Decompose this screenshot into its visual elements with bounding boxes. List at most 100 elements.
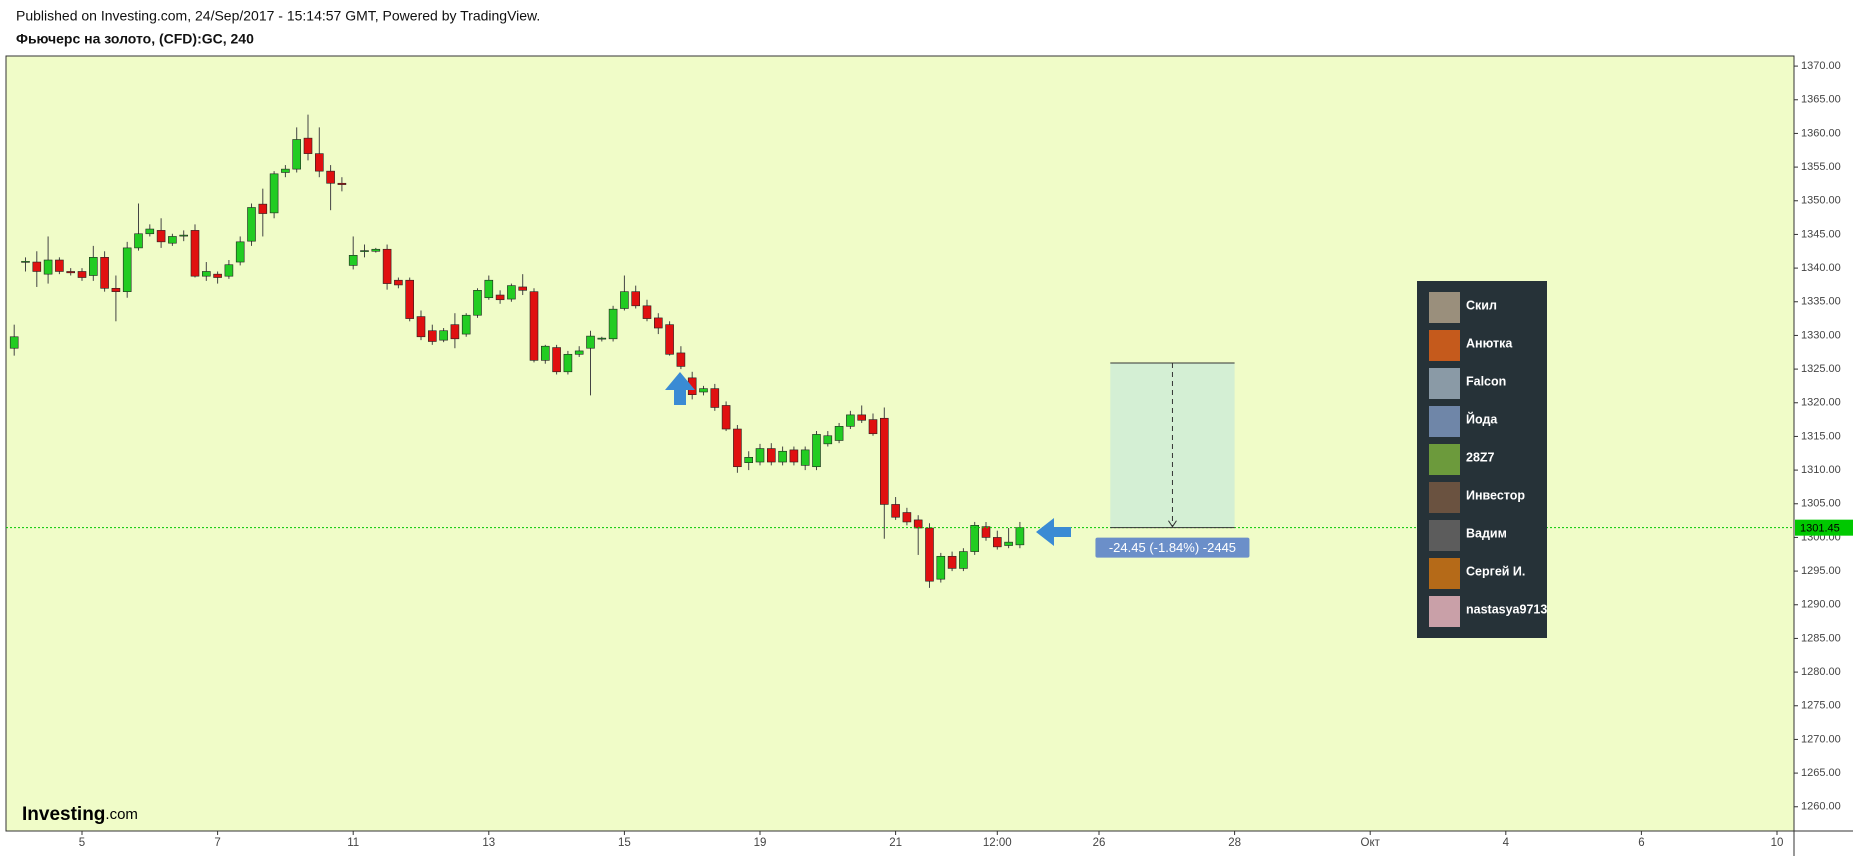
x-tick-label: 15 bbox=[618, 837, 631, 849]
last-price-box bbox=[1795, 519, 1853, 536]
viewer-name: Йода bbox=[1466, 411, 1498, 426]
candle-body bbox=[55, 259, 64, 272]
candle-body bbox=[891, 504, 900, 518]
candle-body bbox=[439, 330, 448, 341]
watermark-brand: Investing bbox=[22, 804, 105, 825]
candle-body bbox=[1004, 541, 1013, 546]
instrument-title: Фьючерс на золото, (CFD):GC, 240 bbox=[16, 31, 254, 47]
candle-body bbox=[800, 449, 810, 466]
y-tick-label: 1350.00 bbox=[1801, 195, 1841, 207]
candle-body bbox=[778, 450, 787, 463]
x-tick-label: 10 bbox=[1771, 837, 1784, 849]
watermark: Investing.com bbox=[22, 804, 138, 825]
candle-body bbox=[699, 388, 708, 393]
candle-body bbox=[653, 317, 663, 329]
candle-body bbox=[32, 261, 42, 272]
candle-body bbox=[168, 236, 177, 244]
y-tick-label: 1275.00 bbox=[1801, 700, 1841, 712]
candle-body bbox=[552, 347, 561, 373]
candle-body bbox=[868, 419, 878, 435]
candle-body bbox=[857, 414, 867, 421]
candle-body bbox=[665, 324, 674, 355]
y-tick-label: 1265.00 bbox=[1801, 767, 1841, 779]
x-tick-label: 19 bbox=[754, 837, 767, 849]
candle-body bbox=[925, 527, 934, 582]
candle-body bbox=[371, 248, 381, 252]
viewers-panel: Скил Анютка Falcon Йода 28Z7 Инвестор Вадим Сер… bbox=[1417, 281, 1547, 638]
candle-body bbox=[427, 330, 437, 342]
candle-body bbox=[258, 203, 268, 214]
y-tick-label: 1360.00 bbox=[1801, 127, 1841, 139]
candle-body bbox=[405, 279, 415, 319]
up-arrow bbox=[665, 372, 695, 405]
y-tick-label: 1260.00 bbox=[1801, 801, 1841, 813]
candle-body bbox=[812, 434, 821, 468]
candle-body bbox=[540, 345, 550, 361]
y-tick-label: 1320.00 bbox=[1801, 397, 1841, 409]
y-tick-label: 1345.00 bbox=[1801, 228, 1841, 240]
candle-body bbox=[9, 336, 19, 349]
candle-body bbox=[959, 551, 968, 569]
x-tick-label: 21 bbox=[889, 837, 902, 849]
candle-body bbox=[529, 291, 539, 361]
y-tick-label: 1270.00 bbox=[1801, 733, 1841, 745]
candle-body bbox=[913, 519, 923, 529]
viewer-name: Falcon bbox=[1466, 374, 1506, 388]
candle-body bbox=[66, 271, 75, 274]
measure-label-bg bbox=[1095, 537, 1250, 558]
y-tick-label: 1310.00 bbox=[1801, 464, 1841, 476]
viewer-name: nastasya9713 bbox=[1466, 602, 1547, 616]
candle-body bbox=[145, 228, 155, 235]
candle-body bbox=[134, 233, 143, 249]
candle-body bbox=[247, 207, 256, 242]
candle-body bbox=[224, 264, 234, 277]
avatar bbox=[1429, 368, 1460, 399]
viewer-name: Анютка bbox=[1466, 336, 1513, 350]
candle-body bbox=[235, 241, 245, 263]
avatar bbox=[1429, 596, 1460, 627]
viewer-name: Сергей И. bbox=[1466, 564, 1525, 578]
candle-body bbox=[992, 537, 1002, 548]
candle-body bbox=[394, 279, 403, 286]
candle-body bbox=[89, 257, 98, 276]
y-tick-label: 1280.00 bbox=[1801, 666, 1841, 678]
candle-body bbox=[21, 261, 30, 263]
y-tick-label: 1365.00 bbox=[1801, 94, 1841, 106]
candle-body bbox=[970, 525, 980, 552]
candle-body bbox=[122, 247, 132, 292]
candle-body bbox=[190, 230, 200, 277]
candle-body bbox=[834, 426, 844, 441]
candle-body bbox=[586, 335, 595, 349]
candle-body bbox=[77, 271, 87, 278]
candle-body bbox=[484, 279, 494, 299]
candle-body bbox=[111, 287, 121, 292]
candle-body bbox=[563, 353, 573, 373]
candle-body bbox=[382, 248, 392, 284]
avatar bbox=[1429, 444, 1460, 475]
candle-body bbox=[416, 316, 426, 338]
candle-body bbox=[676, 352, 686, 367]
candle-body bbox=[642, 305, 652, 319]
avatar bbox=[1429, 558, 1460, 589]
candle-body bbox=[631, 291, 641, 307]
candle-body bbox=[348, 255, 358, 266]
candle-body bbox=[1015, 527, 1025, 546]
candle-body bbox=[823, 435, 833, 445]
y-tick-label: 1285.00 bbox=[1801, 632, 1841, 644]
x-tick-label: 4 bbox=[1503, 837, 1510, 849]
candle-body bbox=[947, 555, 957, 569]
y-tick-label: 1355.00 bbox=[1801, 161, 1841, 173]
candle-body bbox=[620, 291, 629, 309]
x-tick-label: 13 bbox=[482, 837, 495, 849]
candle-body bbox=[846, 414, 855, 427]
candle-body bbox=[574, 350, 584, 355]
y-tick-label: 1295.00 bbox=[1801, 565, 1841, 577]
avatar bbox=[1429, 330, 1460, 361]
left-arrow bbox=[1036, 518, 1071, 546]
candle-body bbox=[789, 449, 799, 463]
candle-body bbox=[303, 137, 313, 154]
avatar bbox=[1429, 292, 1460, 323]
viewer-name: 28Z7 bbox=[1466, 450, 1495, 464]
y-tick-label: 1315.00 bbox=[1801, 430, 1841, 442]
